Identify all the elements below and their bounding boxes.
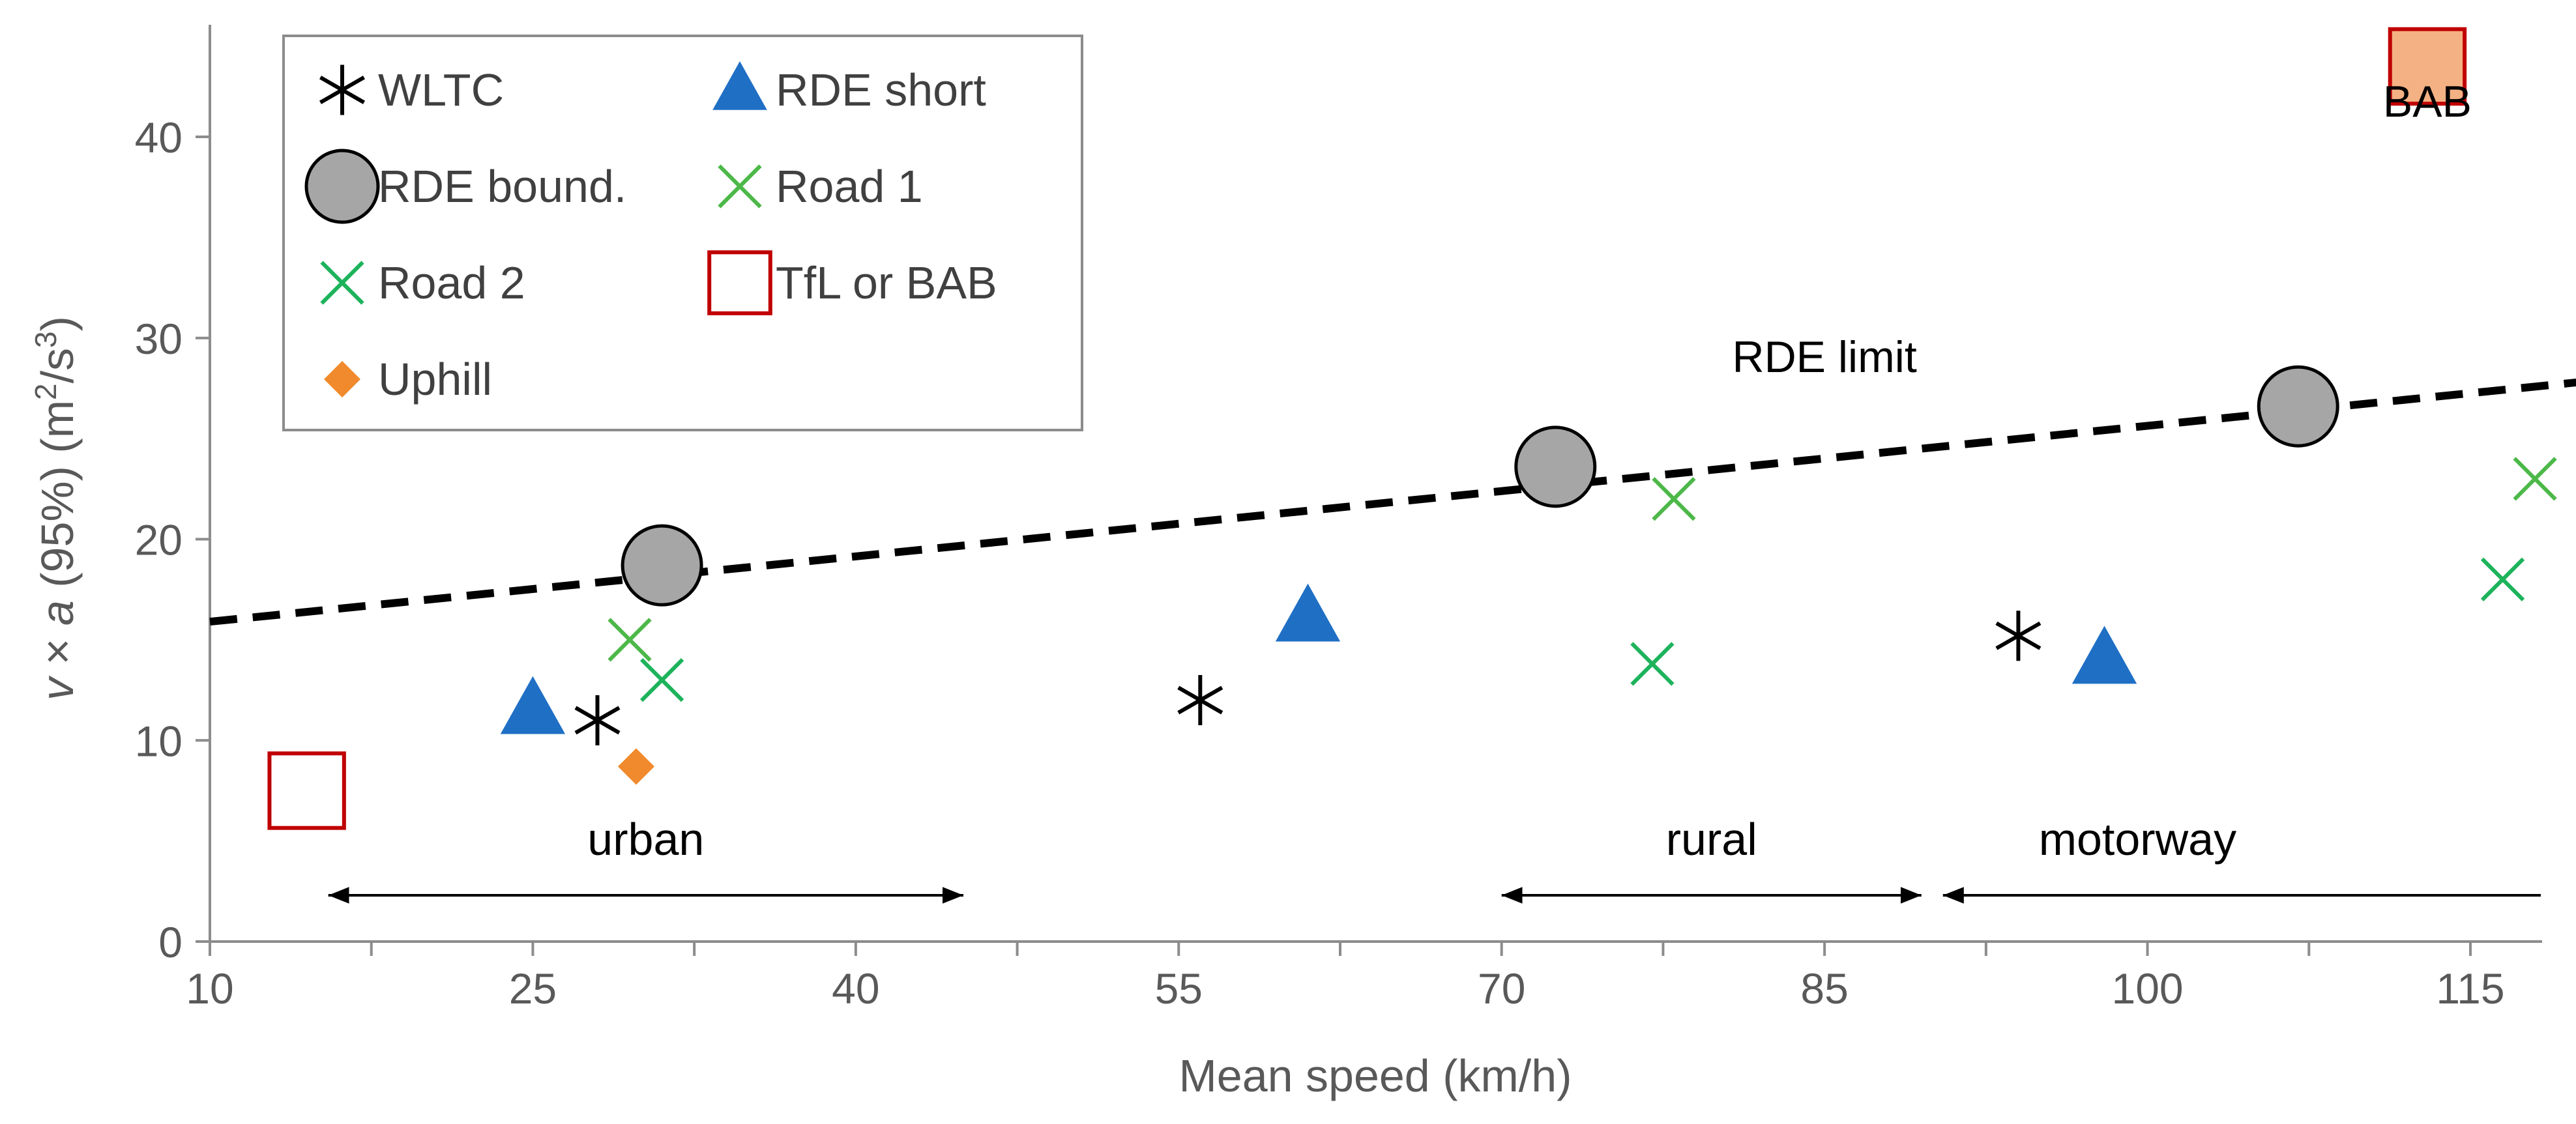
point-wltc — [574, 695, 621, 745]
y-tick-label: 30 — [135, 315, 183, 363]
asterisk-stroke — [574, 706, 621, 735]
legend-marker-wltc — [319, 65, 365, 115]
point-rde-short — [1275, 583, 1341, 642]
x-stroke — [2513, 457, 2557, 501]
legend-marker-rde-bound- — [304, 149, 380, 224]
point-uphill — [617, 748, 654, 785]
x-tick-label: 10 — [186, 964, 233, 1013]
x-tick-label: 40 — [832, 964, 879, 1013]
y-title-close: ) — [32, 316, 83, 331]
x-stroke — [718, 164, 762, 209]
point-road-1 — [1652, 477, 1696, 521]
annotation-rde-limit: RDE limit — [1732, 332, 1916, 382]
x-stroke — [639, 658, 684, 702]
legend-label-rde-bound-: RDE bound. — [378, 161, 626, 212]
point-rde-bound- — [2257, 365, 2339, 448]
x-stroke — [607, 618, 652, 662]
legend: WLTC RDE short RDE bound. Road 1 Road 2 TfL o… — [282, 35, 1083, 431]
x-tick-label: 85 — [1800, 964, 1848, 1013]
x-tick-label: 25 — [509, 964, 557, 1013]
y-tick-label: 0 — [158, 918, 183, 966]
legend-marker-uphill — [324, 361, 360, 397]
legend-marker-road-2 — [320, 261, 364, 305]
y-tick-label: 20 — [135, 516, 183, 564]
data-points — [267, 27, 2557, 830]
point-road-1 — [607, 618, 652, 662]
asterisk-stroke — [1177, 685, 1223, 715]
point-bab — [2388, 27, 2467, 106]
rde-limit-line — [209, 378, 2576, 626]
y-title-a: a — [32, 600, 83, 626]
legend-marker-road-1 — [718, 164, 762, 209]
legend-box — [282, 35, 1083, 431]
point-rde-bound- — [621, 524, 703, 607]
range-arrows: urban rural motorway — [328, 814, 2541, 904]
range-label-urban: urban — [587, 814, 704, 865]
point-road-2 — [639, 658, 684, 702]
legend-marker-rde-short — [712, 61, 767, 110]
legend-label-uphill: Uphill — [378, 354, 492, 405]
point-road-1 — [2513, 457, 2557, 501]
range-label-motorway: motorway — [2039, 814, 2236, 865]
x-stroke — [2480, 557, 2525, 601]
point-road-2 — [2480, 557, 2525, 601]
y-title-rest: (95%) (m — [32, 400, 83, 600]
asterisk-stroke — [1995, 621, 2042, 650]
y-tick-label: 40 — [135, 113, 183, 162]
point-wltc — [1177, 675, 1223, 725]
point-rde-bound- — [1514, 425, 1597, 508]
legend-label-road-1: Road 1 — [776, 161, 923, 212]
x-axis-title: Mean speed (km/h) — [1178, 1050, 1572, 1101]
point-wltc — [1995, 611, 2042, 661]
x-tick-label: 70 — [1478, 964, 1525, 1013]
point-rde-short — [2071, 626, 2137, 684]
range-label-rural: rural — [1666, 814, 1757, 865]
point-tfl-or-bab — [267, 751, 346, 830]
legend-label-tfl-or-bab: TfL or BAB — [776, 257, 997, 308]
y-title-slash: /s — [32, 348, 83, 383]
y-axis-title: v × a (95%) (m2/s3) — [29, 316, 83, 700]
legend-marker-tfl-or-bab — [707, 250, 772, 315]
legend-label-wltc: WLTC — [378, 65, 504, 115]
point-rde-short — [500, 676, 566, 734]
annotation-bab: BAB — [2383, 77, 2472, 126]
y-title-exp2: 3 — [29, 331, 63, 348]
y-tick-label: 10 — [135, 717, 183, 765]
y-title-exp1: 2 — [29, 383, 63, 400]
asterisk-stroke — [319, 76, 365, 104]
point-road-2 — [1630, 642, 1675, 686]
legend-label-road-2: Road 2 — [378, 257, 525, 308]
x-ticks: 10 25 40 55 70 85 100 115 — [186, 942, 2505, 1013]
annotations: BAB RDE limit — [1732, 77, 2472, 382]
y-title-v: v — [32, 675, 83, 700]
y-ticks: 0 10 20 30 40 — [135, 113, 210, 966]
x-stroke — [320, 261, 364, 305]
x-tick-label: 100 — [2112, 964, 2184, 1013]
x-tick-label: 55 — [1155, 964, 1203, 1013]
legend-label-rde-short: RDE short — [776, 65, 986, 115]
x-stroke — [1630, 642, 1675, 686]
x-tick-label: 115 — [2436, 964, 2504, 1013]
x-stroke — [1652, 477, 1696, 521]
rde-limit-line-group — [209, 378, 2576, 626]
y-title-times: × — [32, 626, 83, 678]
